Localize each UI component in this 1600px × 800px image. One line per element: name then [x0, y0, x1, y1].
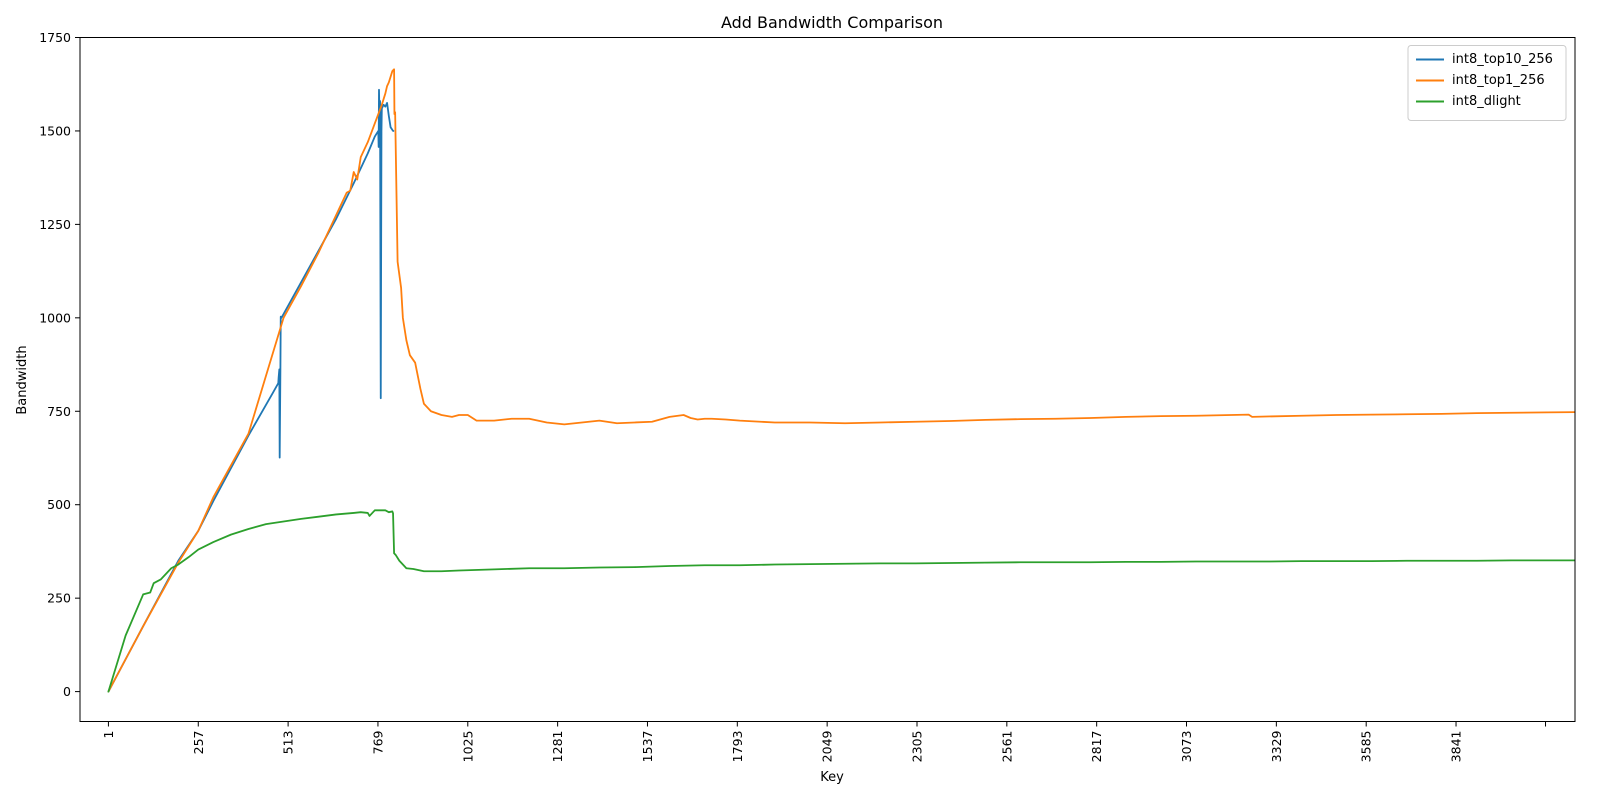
- x-tick-label-11: 2817: [1089, 731, 1104, 763]
- x-tick-label-2: 513: [281, 731, 296, 755]
- series-line-0: [107, 88, 395, 693]
- x-tick-label-15: 3841: [1449, 731, 1464, 763]
- plot-area: [79, 37, 1576, 722]
- x-tick-label-4: 1025: [460, 731, 475, 763]
- x-tick-label-14: 3585: [1359, 731, 1374, 763]
- y-tick-label-7: 1750: [39, 30, 71, 45]
- x-tick-label-0: 1: [101, 731, 116, 739]
- y-tick-label-2: 500: [47, 497, 71, 512]
- y-tick-label-4: 1000: [39, 310, 71, 325]
- x-tick-label-1: 257: [191, 731, 206, 755]
- x-tick-label-13: 3329: [1269, 730, 1284, 762]
- x-tick-label-10: 2561: [999, 731, 1014, 763]
- plot-background: [80, 37, 1575, 722]
- y-tick-label-5: 1250: [39, 217, 71, 232]
- y-tick-label-0: 0: [63, 684, 71, 699]
- x-tick-label-8: 2049: [820, 730, 835, 762]
- series-group: [107, 68, 1575, 693]
- legend-label-0: int8_top10_256: [1452, 52, 1553, 67]
- x-axis: 1 257 513 769 1025 1281 1537 1793 2049 2305 2561 28…: [101, 721, 1547, 763]
- y-tick-label-3: 750: [47, 404, 71, 419]
- x-tick-label-9: 2305: [909, 731, 924, 763]
- chart-title: Add Bandwidth Comparison: [721, 13, 943, 32]
- legend: int8_top10_256 int8_top1_256 int8_dlight: [1407, 45, 1567, 121]
- legend-box: [1407, 45, 1567, 121]
- x-tick-label-12: 3073: [1179, 731, 1194, 763]
- y-tick-label-6: 1500: [39, 123, 71, 138]
- x-tick-label-5: 1281: [550, 731, 565, 763]
- y-axis: 0 250 500 750 1000 1250 1500 1750: [39, 30, 80, 699]
- x-tick-label-3: 769: [370, 730, 385, 754]
- x-tick-label-7: 1793: [730, 731, 745, 763]
- series-line-2: [107, 509, 1575, 693]
- legend-label-2: int8_dlight: [1452, 94, 1521, 109]
- y-axis-title: Bandwidth: [15, 345, 30, 414]
- series-line-1: [107, 68, 1575, 693]
- legend-label-1: int8_top1_256: [1452, 73, 1545, 88]
- x-axis-title: Key: [820, 770, 844, 785]
- x-tick-label-6: 1537: [640, 731, 655, 763]
- y-tick-label-1: 250: [47, 591, 71, 606]
